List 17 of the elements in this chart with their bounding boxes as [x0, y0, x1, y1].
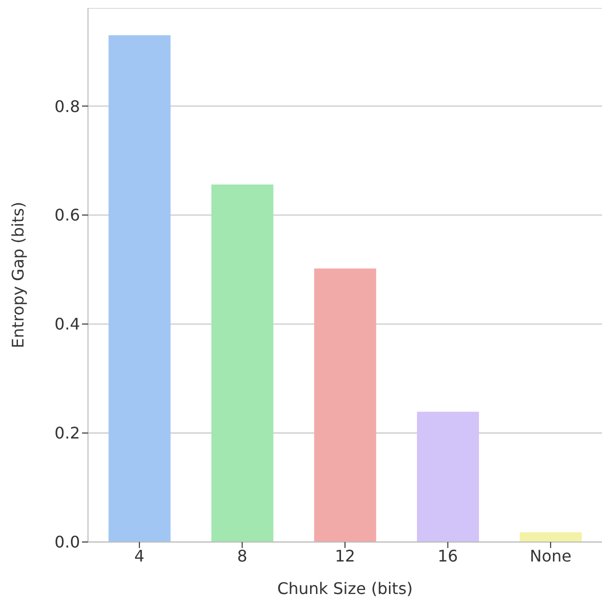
x-tick-label: 16: [438, 546, 458, 566]
y-axis-title: Entropy Gap (bits): [8, 202, 28, 348]
bar: [211, 184, 274, 542]
y-tick-label: 0.4: [54, 314, 80, 334]
bar: [314, 268, 376, 542]
y-tick-label: 0.8: [54, 96, 80, 116]
x-tick-label: None: [530, 546, 572, 566]
bar: [416, 412, 479, 542]
bar: [108, 35, 171, 542]
y-tick-label: 0.0: [54, 532, 80, 552]
x-tick-label: 12: [334, 546, 356, 566]
y-tick-label: 0.2: [54, 424, 80, 443]
x-tick-label: 4: [134, 546, 144, 566]
x-tick-label: 8: [237, 546, 248, 566]
y-tick-label: 0.6: [54, 206, 80, 225]
bar: [520, 532, 582, 542]
x-axis-title: Chunk Size (bits): [277, 579, 413, 598]
